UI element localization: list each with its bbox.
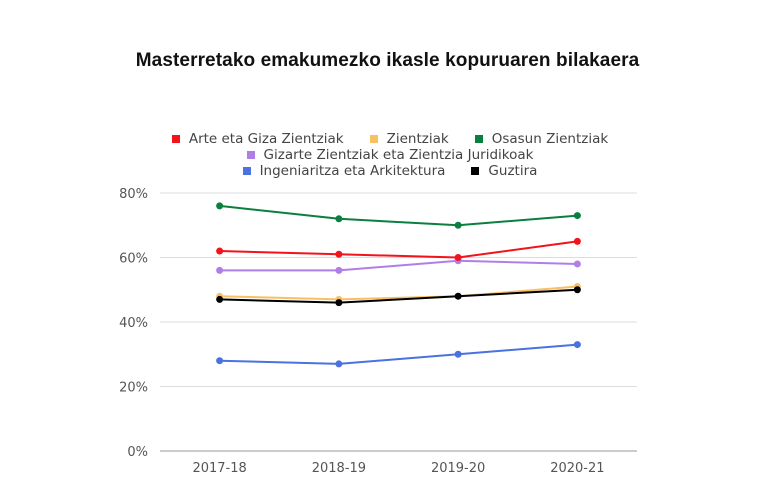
chart-title: Masterretako emakumezko ikasle kopuruare… [135, 50, 640, 71]
legend-label: Arte eta Giza Zientziak [188, 131, 344, 147]
y-axis: 0% 20% 40% 60% 80% [119, 187, 148, 460]
legend-swatch-guztira [471, 167, 480, 175]
legend-item-gizarte-zientziak[interactable]: Gizarte Zientziak eta Zientzia Juridikoa… [246, 147, 534, 163]
legend-row-2: Gizarte Zientziak eta Zientzia Juridikoa… [150, 147, 630, 163]
legend-label: Osasun Zientziak [491, 131, 609, 147]
legend-swatch-gizarte-zientziak [246, 151, 255, 159]
data-point-ingeniaritza-eta-arkitektura[interactable] [216, 357, 224, 365]
data-point-gizarte-zientziak-eta-zientzia-juridikoak[interactable] [573, 260, 581, 268]
data-point-arte-eta-giza-zientziak[interactable] [454, 254, 462, 261]
series-gizarte-zientziak-eta-zientzia-juridikoak [216, 257, 581, 274]
series-line-zientziak [219, 285, 578, 301]
x-tick-label: 2017-18 [192, 461, 246, 476]
legend-item-zientziak[interactable]: Zientziak [369, 131, 449, 147]
x-tick-label: 2020-21 [550, 461, 604, 476]
series-guztira [216, 286, 581, 307]
legend-swatch-osasun-zientziak [474, 135, 483, 143]
legend-label: Ingeniaritza eta Arkitektura [259, 163, 446, 179]
data-point-arte-eta-giza-zientziak[interactable] [216, 247, 224, 255]
data-point-arte-eta-giza-zientziak[interactable] [335, 250, 343, 258]
y-tick-label: 60% [119, 252, 148, 267]
data-point-ingeniaritza-eta-arkitektura[interactable] [335, 360, 343, 368]
legend-swatch-zientziak [369, 135, 378, 143]
data-point-guztira[interactable] [573, 286, 581, 294]
legend-swatch-arte-eta-giza-zientziak [171, 135, 180, 143]
data-point-osasun-zientziak[interactable] [573, 212, 581, 220]
legend: Arte eta Giza Zientziak Zientziak Osasun… [150, 131, 630, 179]
legend-row-1: Arte eta Giza Zientziak Zientziak Osasun… [150, 131, 630, 147]
series-line-osasun-zientziak [219, 204, 578, 227]
series-line-gizarte-zientziak-eta-zientzia-juridikoak [219, 259, 578, 272]
series-osasun-zientziak [216, 202, 581, 229]
legend-label: Zientziak [386, 131, 449, 147]
data-point-osasun-zientziak[interactable] [454, 221, 462, 229]
data-point-osasun-zientziak[interactable] [335, 215, 343, 223]
series-arte-eta-giza-zientziak [216, 237, 581, 261]
data-point-gizarte-zientziak-eta-zientzia-juridikoak[interactable] [335, 266, 343, 274]
legend-item-osasun-zientziak[interactable]: Osasun Zientziak [474, 131, 609, 147]
legend-item-ingeniaritza-eta-arkitektura[interactable]: Ingeniaritza eta Arkitektura [242, 163, 446, 179]
legend-label: Guztira [488, 163, 538, 179]
legend-label: Gizarte Zientziak eta Zientzia Juridikoa… [263, 147, 534, 163]
x-tick-label: 2018-19 [312, 461, 366, 476]
series-lines [216, 202, 581, 368]
legend-item-arte-eta-giza-zientziak[interactable]: Arte eta Giza Zientziak [171, 131, 344, 147]
series-line-guztira [219, 288, 578, 304]
x-tick-label: 2019-20 [431, 461, 485, 476]
legend-row-3: Ingeniaritza eta Arkitektura Guztira [150, 163, 630, 179]
data-point-osasun-zientziak[interactable] [216, 202, 224, 210]
data-point-gizarte-zientziak-eta-zientzia-juridikoak[interactable] [216, 266, 224, 274]
y-tick-label: 80% [119, 187, 148, 202]
series-ingeniaritza-eta-arkitektura [216, 341, 581, 368]
legend-swatch-ingeniaritza-eta-arkitektura [242, 167, 251, 175]
data-point-guztira[interactable] [216, 295, 224, 303]
y-tick-label: 20% [119, 381, 148, 396]
y-tick-label: 0% [127, 445, 148, 460]
gridlines [160, 192, 637, 452]
y-tick-label: 40% [119, 316, 148, 331]
legend-item-guztira[interactable]: Guztira [471, 163, 537, 179]
data-point-arte-eta-giza-zientziak[interactable] [573, 237, 581, 245]
series-line-ingeniaritza-eta-arkitektura [219, 343, 578, 365]
data-point-ingeniaritza-eta-arkitektura[interactable] [454, 350, 462, 358]
data-point-guztira[interactable] [335, 299, 343, 307]
x-axis: 2017-18 2018-19 2019-20 2020-21 [192, 461, 604, 476]
data-point-ingeniaritza-eta-arkitektura[interactable] [573, 341, 581, 349]
data-point-guztira[interactable] [454, 292, 462, 300]
series-line-arte-eta-giza-zientziak [219, 240, 578, 259]
